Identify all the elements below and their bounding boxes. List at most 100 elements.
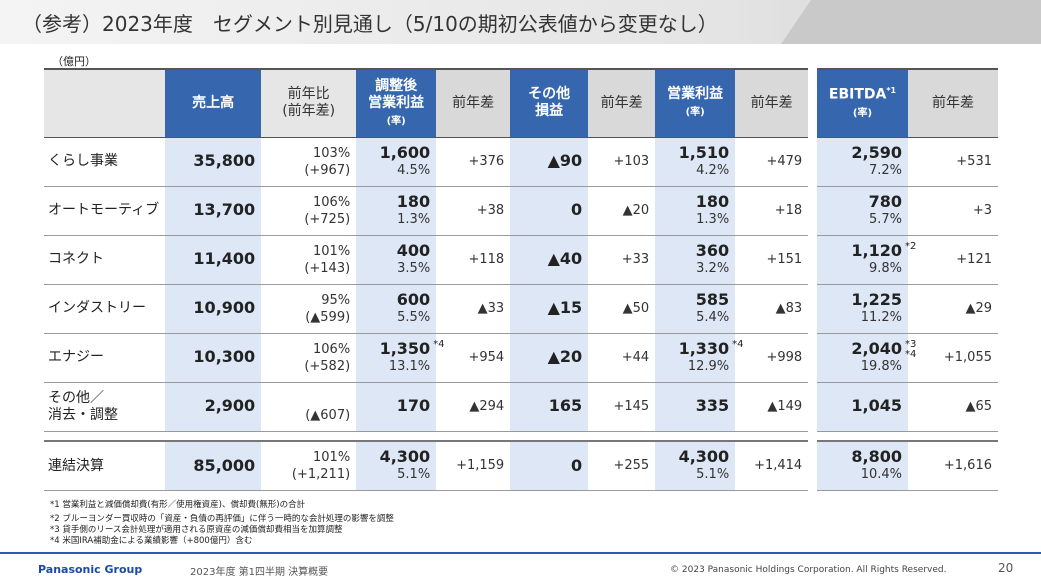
yoy-value: 106% (+582) (261, 333, 357, 383)
other-diff: +103 (588, 137, 656, 187)
other-diff: ▲20 (588, 186, 656, 236)
adj-op-diff: +1,159 (436, 441, 511, 491)
sales-value: 11,400 (165, 235, 262, 285)
footnote: *4 米国IRA補助金による業績影響（+800億円）含む (50, 536, 253, 546)
ebitda-diff: +1,055 (908, 333, 998, 383)
sales-value: 13,700 (165, 186, 262, 236)
op-diff: +998 (735, 333, 809, 383)
op-value: 4,300 5.1% (655, 441, 736, 491)
ebitda-value: 780 5.7% (817, 186, 908, 236)
adj-op-value: 1,350 *4 13.1% (356, 333, 445, 383)
adj-op-value: 600 5.5% (356, 284, 437, 334)
op-diff: ▲149 (735, 382, 809, 432)
segment-name: オートモーティブ (44, 186, 166, 236)
table-row: オートモーティブ 13,700 106% (+725) 180 1.3% +38 0 ▲20 18… (44, 186, 809, 236)
ebitda-diff: ▲29 (908, 284, 998, 334)
adj-op-diff: +118 (436, 235, 511, 285)
segment-name: くらし事業 (44, 137, 166, 187)
header-other: その他 損益 (510, 68, 589, 138)
other-value: ▲90 (510, 137, 589, 187)
header-adj-op: 調整後 営業利益 (率) (356, 68, 437, 138)
yoy-value: 101% (+1,211) (261, 441, 357, 491)
segment-name: インダストリー (44, 284, 166, 334)
adj-op-diff: ▲294 (436, 382, 511, 432)
yoy-value: 95% (▲599) (261, 284, 357, 334)
header-ebitda: EBITDA*1 (率) (817, 68, 908, 138)
header-diff: 前年差 (436, 68, 511, 138)
brand-logo: Panasonic Group (38, 563, 143, 576)
op-value: 360 3.2% (655, 235, 736, 285)
op-diff: ▲83 (735, 284, 809, 334)
ebitda-diff: +531 (908, 137, 998, 187)
other-value: ▲20 (510, 333, 589, 383)
sales-value: 10,900 (165, 284, 262, 334)
ebitda-value: 8,800 10.4% (817, 441, 908, 491)
other-diff: ▲50 (588, 284, 656, 334)
other-value: ▲40 (510, 235, 589, 285)
op-diff: +1,414 (735, 441, 809, 491)
ebitda-value: 1,120 *2 9.8% (817, 235, 916, 285)
table-row: 8,800 10.4% +1,616 (817, 441, 998, 491)
op-value: 1,330 *4 12.9% (655, 333, 744, 383)
other-diff: +33 (588, 235, 656, 285)
header-diff: 前年差 (908, 68, 998, 138)
table-row: インダストリー 10,900 95% (▲599) 600 5.5% ▲33 ▲15 ▲50 58… (44, 284, 809, 334)
table-row: その他／ 消去・調整 2,900 (▲607) 170 ▲294 165 +145 335 ▲1… (44, 382, 809, 432)
header-sales: 売上高 (165, 68, 262, 138)
ebitda-value: 2,590 7.2% (817, 137, 908, 187)
footnote: *2 ブルーヨンダー買収時の「資産・負債の再評価」に伴う一時的な会計処理の影響を… (50, 514, 394, 524)
segment-name: 連結決算 (44, 441, 166, 491)
other-value: 0 (510, 441, 589, 491)
page-title: （参考）2023年度 セグメント別見通し（5/10の期初公表値から変更なし） (22, 12, 718, 36)
ebitda-diff: +3 (908, 186, 998, 236)
op-diff: +479 (735, 137, 809, 187)
table-row: 連結決算 85,000 101% (+1,211) 4,300 5.1% +1,159 0 +2… (44, 441, 809, 491)
ebitda-diff: +121 (908, 235, 998, 285)
yoy-value: 106% (+725) (261, 186, 357, 236)
segment-name: コネクト (44, 235, 166, 285)
table-row: 1,120 *2 9.8% +121 (817, 235, 998, 285)
header-yoy: 前年比 (前年差) (261, 68, 357, 138)
title-bar (0, 0, 1041, 44)
op-value: 585 5.4% (655, 284, 736, 334)
unit-label: （億円） (52, 55, 96, 68)
copyright: © 2023 Panasonic Holdings Corporation. A… (670, 565, 947, 575)
other-value: 165 (510, 382, 589, 432)
footer-subtitle: 2023年度 第1四半期 決算概要 (190, 567, 329, 578)
table-row: 2,040 *3 *4 19.8% +1,055 (817, 333, 998, 383)
table-row: 2,590 7.2% +531 (817, 137, 998, 187)
adj-op-diff: ▲33 (436, 284, 511, 334)
adj-op-value: 4,300 5.1% (356, 441, 437, 491)
table-row: エナジー 10,300 106% (+582) 1,350 *4 13.1% +954 ▲20 +… (44, 333, 809, 383)
footnotes: *1 営業利益と減価償却費(有形／使用権資産)、償却費(無形)の合計 *2 ブル… (50, 500, 394, 547)
op-diff: +151 (735, 235, 809, 285)
sales-value: 35,800 (165, 137, 262, 187)
ebitda-diff: ▲65 (908, 382, 998, 432)
adj-op-value: 1,600 4.5% (356, 137, 437, 187)
op-diff: +18 (735, 186, 809, 236)
table-row: くらし事業 35,800 103% (+967) 1,600 4.5% +376 ▲90 +10… (44, 137, 809, 187)
segment-table: 売上高 前年比 (前年差) 調整後 営業利益 (率) 前年差 その他 損益 前年差… (44, 68, 809, 491)
other-diff: +44 (588, 333, 656, 383)
adj-op-diff: +376 (436, 137, 511, 187)
header-diff: 前年差 (735, 68, 809, 138)
table-row: コネクト 11,400 101% (+143) 400 3.5% +118 ▲40 +33 360… (44, 235, 809, 285)
table-row: 1,045 ▲65 (817, 382, 998, 432)
ebitda-table: EBITDA*1 (率) 前年差 2,590 7.2% +531 780 5.7% +3 1,… (817, 68, 998, 491)
adj-op-value: 180 1.3% (356, 186, 437, 236)
sales-value: 85,000 (165, 441, 262, 491)
footer-divider (0, 552, 1041, 554)
ebitda-value: 1,045 (817, 382, 908, 432)
adj-op-value: 400 3.5% (356, 235, 437, 285)
sales-value: 10,300 (165, 333, 262, 383)
footnote: *3 貸手側のリース会計処理が適用される原資産の減価償却費相当を加算調整 (50, 525, 343, 535)
header-diff: 前年差 (588, 68, 656, 138)
adj-op-diff: +38 (436, 186, 511, 236)
header-op: 営業利益 (率) (655, 68, 736, 138)
op-value: 180 1.3% (655, 186, 736, 236)
sales-value: 2,900 (165, 382, 262, 432)
adj-op-diff: +954 (436, 333, 511, 383)
ebitda-diff: +1,616 (908, 441, 998, 491)
page-number: 20 (998, 561, 1014, 575)
table-row: 780 5.7% +3 (817, 186, 998, 236)
